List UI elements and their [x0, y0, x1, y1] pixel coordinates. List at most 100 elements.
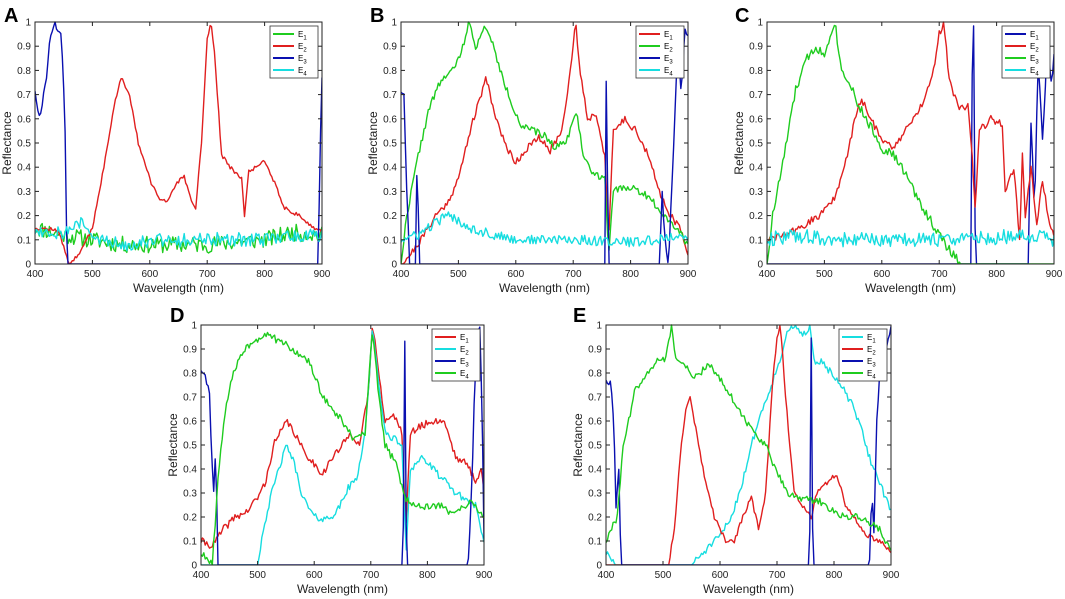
legend-subscript: 1	[303, 36, 307, 42]
legend-entry: E2	[1030, 42, 1039, 54]
legend-subscript: 3	[465, 363, 469, 369]
x-tick-label: 800	[419, 570, 436, 581]
y-tick-label: 0	[25, 260, 31, 271]
y-tick-label: 0.5	[383, 139, 397, 150]
legend-subscript: 2	[872, 351, 876, 357]
legend-subscript: 1	[1035, 36, 1039, 42]
x-tick-label: 900	[1046, 269, 1063, 280]
panel-b: B 0 0.1 0.2 0.3 0.4 0.5 0.6 0.7 0.8 0.9 1 400 500 600 7…	[366, 5, 697, 295]
y-tick-label: 0.7	[588, 393, 602, 404]
x-tick-label: 600	[306, 570, 323, 581]
y-tick-label: 0.1	[749, 235, 763, 246]
x-tick-label: 700	[769, 570, 786, 581]
y-tick-label: 0.5	[17, 139, 31, 150]
legend-entry: E1	[298, 30, 307, 42]
series-group	[606, 324, 891, 565]
panel-label: C	[735, 5, 749, 27]
y-tick-label: 0.6	[749, 114, 763, 125]
y-tick-label: 1	[757, 18, 763, 29]
legend-entry: E4	[460, 369, 469, 381]
y-tick-label: 1	[25, 18, 31, 29]
y-axis-title: Reflectance	[0, 111, 14, 175]
x-tick-label: 900	[883, 570, 900, 581]
series-line-e4	[35, 217, 322, 252]
y-tick-label: 0	[757, 260, 763, 271]
y-tick-label: 0.3	[383, 187, 397, 198]
x-tick-label: 900	[476, 570, 493, 581]
series-line-e4	[767, 229, 1054, 248]
x-tick-label: 600	[712, 570, 729, 581]
y-tick-label: 0.1	[588, 537, 602, 548]
y-tick-label: 0.1	[183, 537, 197, 548]
y-tick-label: 0.5	[183, 441, 197, 452]
x-tick-label: 700	[565, 269, 582, 280]
y-tick-label: 0	[596, 561, 602, 572]
series-line-e2	[401, 21, 688, 264]
legend-entry: E4	[298, 66, 307, 78]
legend-entry: E1	[867, 333, 876, 345]
panel-a: A 0 0.1 0.2 0.3 0.4 0.5 0.6 0.7 0.8 0.9 1 400 500 600 7…	[0, 5, 331, 295]
legend-subscript: 2	[669, 48, 673, 54]
y-tick-label: 0.9	[588, 345, 602, 356]
panel-c: C 0 0.1 0.2 0.3 0.4 0.5 0.6 0.7 0.8 0.9 1 400 500 600 7…	[732, 5, 1063, 295]
legend-entry: E2	[664, 42, 673, 54]
y-tick-label: 0.3	[749, 187, 763, 198]
series-group	[401, 21, 688, 264]
y-tick-label: 0.4	[383, 163, 397, 174]
y-tick-label: 0.1	[17, 235, 31, 246]
panel-label: A	[4, 5, 18, 27]
series-line-e3	[767, 24, 1054, 264]
x-tick-label: 500	[84, 269, 101, 280]
y-tick-label: 0.4	[749, 163, 763, 174]
x-tick-label: 900	[680, 269, 697, 280]
x-axis-title: Wavelength (nm)	[297, 582, 388, 596]
x-tick-label: 500	[249, 570, 266, 581]
legend-entry: E4	[1030, 66, 1039, 78]
y-tick-label: 0.2	[588, 513, 602, 524]
x-tick-label: 800	[826, 570, 843, 581]
legend-subscript: 3	[872, 363, 876, 369]
y-axis-title: Reflectance	[732, 111, 746, 175]
y-tick-label: 0.7	[17, 90, 31, 101]
y-tick-label: 0	[391, 260, 397, 271]
x-tick-label: 500	[655, 570, 672, 581]
y-tick-label: 0.2	[749, 211, 763, 222]
series-group	[35, 21, 322, 264]
x-tick-label: 600	[507, 269, 524, 280]
legend-subscript: 1	[465, 339, 469, 345]
series-line-e4	[606, 324, 891, 551]
series-line-e2	[201, 330, 484, 565]
legend-subscript: 2	[303, 48, 307, 54]
series-line-e1	[606, 324, 891, 565]
x-tick-label: 800	[622, 269, 639, 280]
series-line-e2	[767, 21, 1054, 243]
legend-entry: E4	[664, 66, 673, 78]
legend-entry: E3	[867, 357, 876, 369]
series-line-e1	[401, 24, 688, 264]
y-tick-label: 0.3	[17, 187, 31, 198]
y-tick-label: 0.9	[383, 42, 397, 53]
series-line-e4	[401, 211, 688, 248]
legend-subscript: 4	[465, 375, 469, 381]
y-tick-label: 0.8	[588, 369, 602, 380]
y-axis-title: Reflectance	[366, 111, 380, 175]
legend-subscript: 4	[669, 72, 673, 78]
panel-label: B	[370, 5, 384, 27]
legend-subscript: 3	[669, 60, 673, 66]
panel-d: D 0 0.1 0.2 0.3 0.4 0.5 0.6 0.7 0.8 0.9 1 400 500 600 7…	[166, 305, 493, 596]
y-tick-label: 1	[391, 18, 397, 29]
legend-entry: E4	[867, 369, 876, 381]
y-tick-label: 0.4	[17, 163, 31, 174]
y-tick-label: 0.7	[749, 90, 763, 101]
x-tick-label: 400	[759, 269, 776, 280]
y-tick-label: 0.7	[183, 393, 197, 404]
y-tick-label: 0.2	[183, 513, 197, 524]
y-axis-title: Reflectance	[166, 413, 180, 477]
x-tick-label: 800	[988, 269, 1005, 280]
y-tick-label: 0.6	[17, 114, 31, 125]
